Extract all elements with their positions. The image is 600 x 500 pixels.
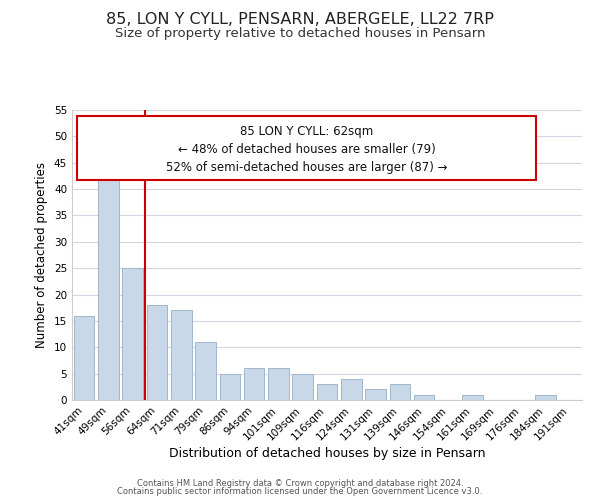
Bar	[317, 384, 337, 400]
Bar	[220, 374, 240, 400]
Y-axis label: Number of detached properties: Number of detached properties	[35, 162, 49, 348]
Bar	[146, 305, 167, 400]
X-axis label: Distribution of detached houses by size in Pensarn: Distribution of detached houses by size …	[169, 448, 485, 460]
Bar	[171, 310, 191, 400]
Text: 85 LON Y CYLL: 62sqm
← 48% of detached houses are smaller (79)
52% of semi-detac: 85 LON Y CYLL: 62sqm ← 48% of detached h…	[166, 124, 448, 174]
Bar	[463, 394, 483, 400]
Bar	[74, 316, 94, 400]
Text: Contains public sector information licensed under the Open Government Licence v3: Contains public sector information licen…	[118, 487, 482, 496]
Bar	[365, 390, 386, 400]
Text: 85, LON Y CYLL, PENSARN, ABERGELE, LL22 7RP: 85, LON Y CYLL, PENSARN, ABERGELE, LL22 …	[106, 12, 494, 28]
Bar	[244, 368, 265, 400]
Bar	[122, 268, 143, 400]
Bar	[268, 368, 289, 400]
Bar	[98, 174, 119, 400]
Bar	[195, 342, 216, 400]
Bar	[292, 374, 313, 400]
Bar	[414, 394, 434, 400]
Bar	[535, 394, 556, 400]
FancyBboxPatch shape	[77, 116, 536, 180]
Bar	[341, 379, 362, 400]
Text: Size of property relative to detached houses in Pensarn: Size of property relative to detached ho…	[115, 28, 485, 40]
Bar	[389, 384, 410, 400]
Text: Contains HM Land Registry data © Crown copyright and database right 2024.: Contains HM Land Registry data © Crown c…	[137, 478, 463, 488]
